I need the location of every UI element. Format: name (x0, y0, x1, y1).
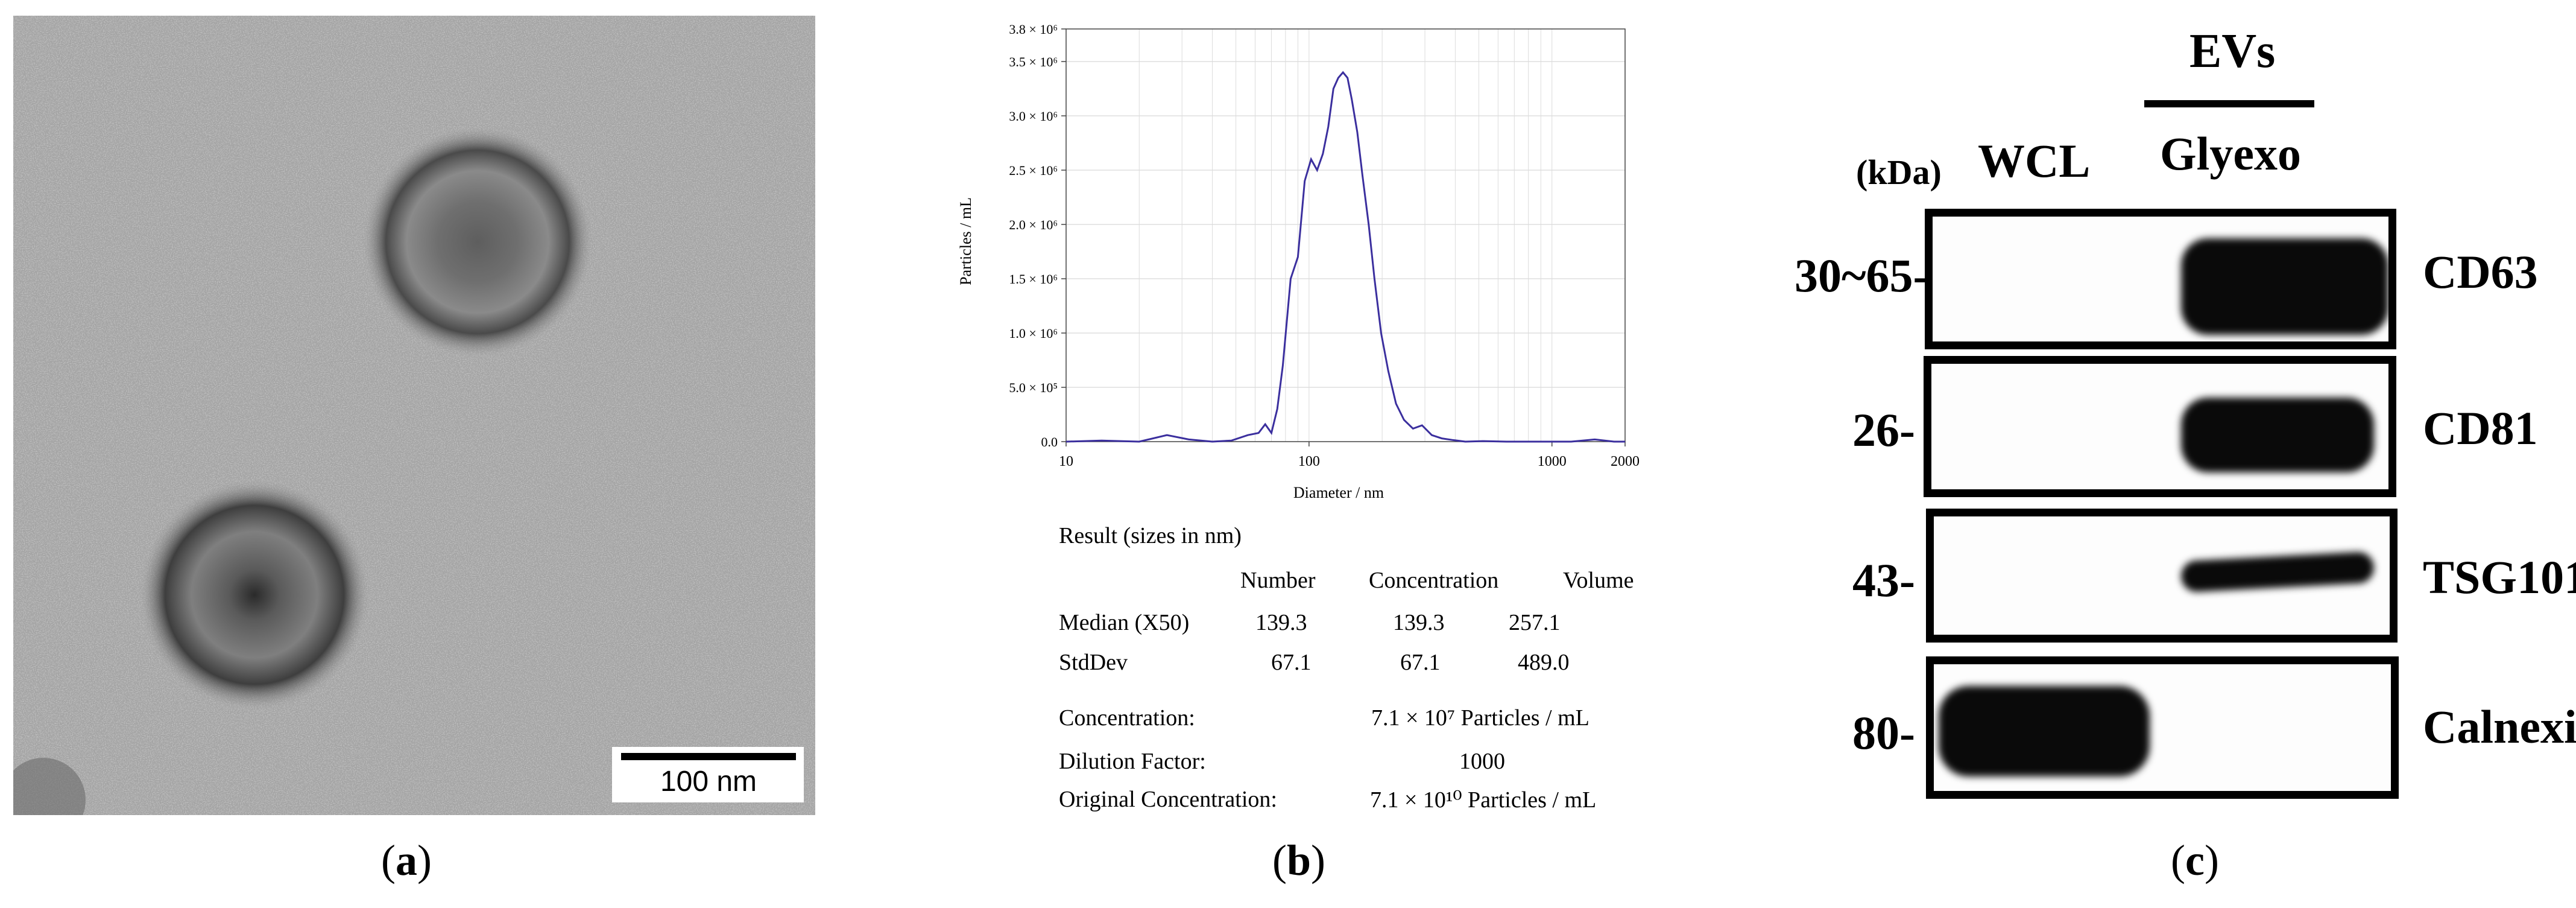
evs-group-line (2144, 100, 2314, 107)
row-median-concentration: 139.3 (1393, 610, 1445, 635)
y-tick-label: 2.5 × 10⁶ (1009, 163, 1058, 178)
dilution-value: 1000 (1459, 749, 1505, 774)
x-axis-label: Diameter / nm (1293, 484, 1384, 501)
row-median-volume: 257.1 (1509, 610, 1561, 635)
marker-protein-tsg101: TSG101 (2423, 551, 2576, 603)
col-concentration: Concentration (1369, 568, 1499, 593)
tem-micrograph: 100 nm (13, 16, 815, 815)
y-tick-label: 3.8 × 10⁶ (1009, 22, 1058, 37)
caption-b: (b) (1272, 836, 1326, 884)
evs-group-label: EVs (2189, 25, 2276, 78)
scale-bar: 100 nm (612, 747, 804, 802)
vesicle-upper (363, 127, 592, 357)
marker-weight-calnexin: 80- (1852, 706, 1915, 759)
concentration-value: 7.1 × 10⁷ Particles / mL (1371, 705, 1589, 731)
x-tick-label: 2000 (1611, 454, 1640, 469)
chart-axes (1061, 28, 1626, 446)
marker-protein-calnexin: Calnexin (2423, 700, 2576, 753)
y-tick-label: 2.0 × 10⁶ (1009, 217, 1058, 232)
marker-protein-cd81: CD81 (2423, 402, 2538, 454)
col-number: Number (1240, 568, 1316, 593)
row-stddev-volume: 489.0 (1518, 650, 1570, 675)
y-axis-label: Particles / mL (957, 197, 974, 285)
size-distribution-line (1065, 71, 1625, 443)
band-calnexin-wcl (1939, 686, 2150, 776)
chart-grid (1065, 28, 1626, 442)
marker-protein-cd63: CD63 (2423, 246, 2538, 298)
y-tick-label: 3.0 × 10⁶ (1009, 109, 1058, 124)
marker-weight-cd63: 30~65- (1795, 249, 1929, 302)
plot-frame (1065, 28, 1626, 442)
vesicle-lower (140, 480, 369, 710)
x-tick-label: 10 (1059, 454, 1073, 469)
x-tick-label: 100 (1298, 454, 1320, 469)
x-tick-labels: 10 100 1000 2000 (1059, 454, 1640, 469)
row-stddev-number: 67.1 (1271, 650, 1312, 675)
col-volume: Volume (1563, 568, 1634, 593)
blot-box-calnexin (1926, 656, 2399, 799)
concentration-label: Concentration: (1059, 705, 1195, 731)
caption-c: (c) (2171, 836, 2219, 884)
blot-box-cd63 (1925, 209, 2396, 349)
original-concentration-value: 7.1 × 10¹⁰ Particles / mL (1370, 787, 1597, 813)
nta-chart: 0.0 5.0 × 10⁵ 1.0 × 10⁶ 1.5 × 10⁶ 2.0 × 10⁶ 2… (957, 22, 1640, 501)
row-stddev-concentration: 67.1 (1400, 650, 1441, 675)
x-tick-label: 1000 (1538, 454, 1567, 469)
results-heading: Result (sizes in nm) (1059, 523, 1242, 548)
band-tsg101-glyexo (2180, 551, 2375, 593)
row-stddev-label: StdDev (1059, 650, 1128, 675)
marker-weight-tsg101: 43- (1852, 554, 1915, 606)
y-tick-label: 5.0 × 10⁵ (1009, 380, 1058, 395)
caption-a: (a) (381, 836, 432, 884)
kda-label: (kDa) (1856, 153, 1942, 192)
row-median-number: 139.3 (1255, 610, 1307, 635)
y-tick-labels: 0.0 5.0 × 10⁵ 1.0 × 10⁶ 1.5 × 10⁶ 2.0 × 10⁶ 2… (1009, 22, 1058, 449)
y-tick-label: 1.0 × 10⁶ (1009, 326, 1058, 341)
scale-bar-label: 100 nm (660, 766, 757, 798)
band-cd81-glyexo (2181, 398, 2374, 472)
blot-box-cd81 (1924, 356, 2396, 497)
band-cd63-glyexo (2181, 238, 2388, 335)
y-tick-label: 0.0 (1041, 434, 1058, 449)
y-tick-label: 1.5 × 10⁶ (1009, 271, 1058, 287)
blot-box-tsg101 (1926, 509, 2398, 643)
lane-label-glyexo: Glyexo (2160, 127, 2301, 180)
lane-label-wcl: WCL (1978, 135, 2091, 187)
marker-weight-cd81: 26- (1852, 404, 1915, 456)
y-tick-label: 3.5 × 10⁶ (1009, 54, 1058, 69)
row-median-label: Median (X50) (1059, 610, 1190, 635)
dilution-label: Dilution Factor: (1059, 749, 1206, 774)
original-concentration-label: Original Concentration: (1059, 787, 1277, 812)
